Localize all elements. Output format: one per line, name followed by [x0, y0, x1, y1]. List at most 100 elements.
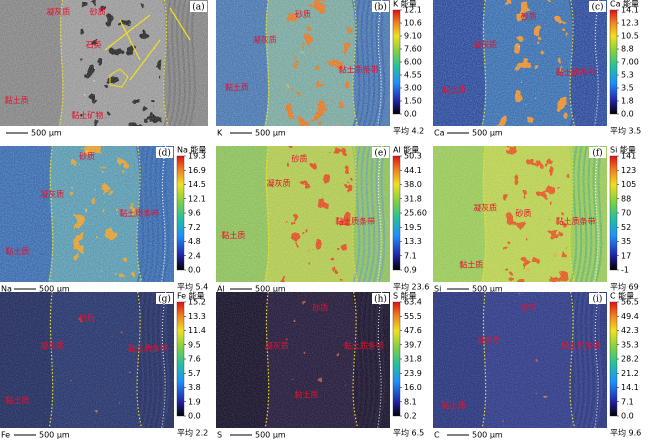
colorbar-tick-label: 55.5 [404, 312, 422, 321]
mean-label: 平均 6.5 [393, 428, 424, 438]
scale-label: 500 μm [472, 285, 503, 294]
colorbar-tick-label: 1.50 [404, 97, 422, 106]
scale-label: 500 μm [255, 431, 286, 440]
colorbar-tick-label: 7.1 [404, 251, 417, 260]
boundary-line [264, 146, 270, 282]
boundary-line [481, 146, 487, 282]
colorbar-tick-label: 70 [621, 209, 631, 218]
region-label: 黏土质 [442, 400, 466, 410]
colorbar-tick-label: 0.9 [404, 266, 417, 275]
region-label: 凝灰质 [46, 7, 70, 17]
colorbar-tick-label: 6.00 [404, 58, 422, 67]
boundary-line [569, 0, 576, 126]
label-box [190, 1, 207, 12]
label-box [156, 293, 173, 304]
arrow [119, 19, 141, 61]
region-label: 黏土质 [5, 95, 29, 105]
speckle [433, 0, 607, 126]
map-image [433, 146, 607, 282]
colorbar-tick-label: 44.1 [404, 166, 422, 175]
colorbar-tick-label: 105 [621, 180, 636, 189]
colorbar-tick-label: 28.2 [621, 355, 639, 364]
colorbar-tick-label: 56.5 [621, 298, 639, 307]
panel-label: (c) [591, 2, 603, 13]
speckle [433, 146, 607, 282]
region-label: 凝灰质 [265, 340, 289, 350]
region-label: 凝灰质 [40, 340, 64, 350]
scale-label: 500 μm [255, 285, 286, 294]
colorbar-tick-label: 7.00 [621, 58, 639, 67]
region-label: 砂质 [312, 302, 328, 312]
region-label: 砂质 [292, 154, 308, 164]
region-label: 黏土质条带 [556, 216, 596, 226]
colorbar-tick-label: 25.60 [404, 209, 427, 218]
boundary-line [136, 146, 143, 282]
colorbar-tick-label: 63.4 [404, 298, 422, 307]
boundary-line [377, 0, 383, 126]
colorbar-tick-label: 1.8 [621, 97, 634, 106]
region-label: 黏土质 [442, 85, 466, 95]
label-box [589, 293, 606, 304]
mean-label: 平均 23.6 [393, 282, 429, 292]
mean-label: 平均 4.2 [393, 126, 424, 136]
mean-label: 平均 9.6 [610, 428, 641, 438]
panel-label: (b) [374, 2, 387, 13]
region-label: 黏土质 [459, 260, 483, 270]
colorbar-tick-label: 141 [621, 152, 636, 161]
colorbar-tick-label: 35 [621, 237, 631, 246]
colorbar-tick-label: 31.8 [404, 194, 422, 203]
colorbar [609, 301, 618, 417]
colorbar-tick-label: 4.55 [404, 71, 422, 80]
colorbar-tick-label: 3.5 [621, 84, 634, 93]
region-label: 凝灰质 [267, 178, 291, 188]
region-label: 凝灰质 [40, 189, 64, 199]
scale-label: 500 μm [472, 431, 503, 440]
boundary-line [481, 292, 487, 428]
panel-label: (i) [593, 294, 603, 305]
mean-label: 平均 2.2 [177, 428, 208, 438]
region-label: 黏土质条带 [344, 340, 384, 350]
colorbar-tick-label: 19.3 [188, 152, 206, 161]
panel-label: (d) [158, 148, 171, 159]
speckle [216, 292, 390, 428]
region-label: 凝灰质 [253, 34, 277, 44]
colorbar [392, 9, 401, 115]
panel-label: (a) [192, 2, 204, 13]
outline [109, 68, 129, 88]
colorbar-title: Na 能量 [177, 145, 206, 155]
scale-label: 500 μm [39, 285, 70, 294]
colorbar-tick-label: 1.9 [188, 397, 201, 406]
region-label: 凝灰质 [473, 203, 497, 213]
region-label: 砂质 [79, 313, 95, 323]
label-box [372, 1, 389, 12]
region-label: 黏土质条带 [335, 216, 375, 226]
mean-label: 平均 69 [610, 282, 639, 292]
scale-label: 500 μm [39, 431, 70, 440]
region-label: 砂质 [521, 12, 537, 22]
region-label: 凝灰质 [473, 39, 497, 49]
region-label: 黏土质 [294, 389, 318, 399]
boundary-line [48, 292, 54, 428]
map-image [0, 146, 174, 282]
scale-label: 500 μm [31, 129, 62, 138]
map-image [433, 292, 607, 428]
element-label: K [217, 129, 223, 138]
speckle [0, 0, 208, 126]
colorbar-tick-label: 7.1 [621, 397, 634, 406]
colorbar-tick-label: 10.5 [621, 32, 639, 41]
colorbar-tick-label: 42.3 [621, 326, 639, 335]
colorbar [609, 9, 618, 115]
region-label: 砂质 [515, 208, 531, 218]
boundary-line [163, 0, 169, 126]
map-image [0, 0, 208, 126]
scale-label: 500 μm [255, 129, 286, 138]
annotations [104, 7, 191, 88]
element-label: Fe [1, 431, 10, 440]
colorbar-tick-label: 23.9 [404, 369, 422, 378]
colorbar-tick-label: 13.3 [188, 312, 206, 321]
colorbar-tick-label: 8.8 [621, 45, 634, 54]
colorbar-tick-label: 14.5 [188, 180, 206, 189]
